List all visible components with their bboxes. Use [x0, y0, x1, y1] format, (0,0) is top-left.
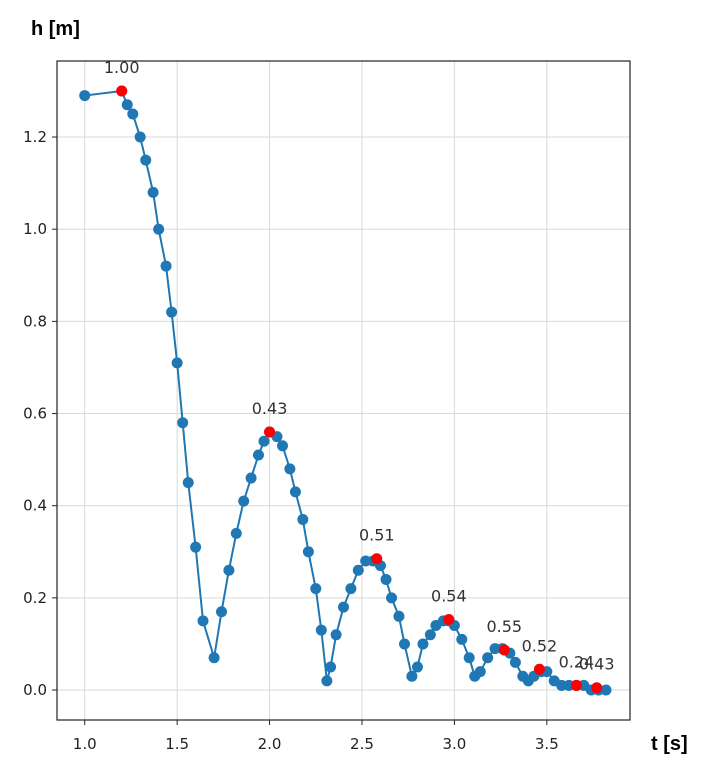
data-point [393, 610, 405, 622]
data-point [474, 666, 486, 678]
peak-marker [116, 85, 128, 97]
data-point [182, 477, 194, 489]
peak-label: 0.51 [359, 526, 395, 545]
data-point [386, 592, 398, 604]
data-point [177, 417, 189, 429]
data-point [147, 186, 159, 198]
y-tick-label: 0.6 [23, 405, 47, 423]
peak-label: 0.52 [522, 636, 558, 655]
x-tick-label: 2.5 [350, 735, 374, 753]
data-point [345, 583, 357, 595]
data-point [297, 514, 309, 526]
data-point [310, 583, 322, 595]
peak-marker [591, 682, 603, 694]
data-point [482, 652, 494, 664]
peak-label: 0.43 [579, 655, 615, 674]
x-axis-label: t [s] [651, 733, 688, 755]
x-tick-label: 3.5 [535, 735, 559, 753]
data-point [417, 638, 429, 650]
data-point [352, 564, 364, 576]
data-point [166, 306, 178, 318]
data-point [140, 154, 152, 166]
data-point [238, 495, 250, 507]
data-point [277, 440, 289, 452]
data-point [208, 652, 220, 664]
data-point [315, 624, 327, 636]
data-point [424, 629, 436, 641]
peak-marker [498, 644, 510, 656]
data-point [406, 670, 418, 682]
peak-label: 0.54 [431, 587, 467, 606]
series-layer [79, 85, 612, 696]
y-tick-label: 1.2 [23, 128, 47, 146]
peak-label: 0.55 [486, 617, 522, 636]
data-point [398, 638, 410, 650]
data-point [284, 463, 296, 475]
peak-label: 1.00 [104, 58, 140, 77]
y-tick-label: 0.4 [23, 497, 47, 515]
data-point [289, 486, 301, 498]
data-point [411, 661, 423, 673]
data-point [79, 90, 91, 102]
y-tick-label: 0.0 [23, 681, 47, 699]
data-point [134, 131, 146, 143]
data-point [330, 629, 342, 641]
peak-marker [371, 553, 383, 565]
x-tick-label: 1.5 [165, 735, 189, 753]
tick-layer: 1.0 1.5 2.0 2.5 3.0 3.5 0.0 0.2 0.4 0.6 0.8 1.0 1.2 [23, 128, 559, 753]
data-point [190, 541, 202, 553]
data-point [223, 564, 235, 576]
peak-marker [443, 614, 455, 626]
data-point [230, 527, 242, 539]
data-point [197, 615, 209, 627]
series-line [84, 89, 606, 692]
data-point [321, 675, 333, 687]
data-point [325, 661, 337, 673]
x-tick-label: 3.0 [442, 735, 466, 753]
peak-marker [264, 426, 276, 438]
data-point [252, 449, 264, 461]
plot-frame [56, 60, 631, 721]
data-point [160, 260, 172, 272]
data-point [153, 223, 165, 235]
data-point [216, 606, 228, 618]
data-point [380, 573, 392, 585]
data-point [338, 601, 349, 613]
peak-label: 0.24 [559, 652, 595, 671]
data-point [456, 633, 468, 645]
y-axis-label: h [m] [31, 18, 80, 40]
peaks-layer: 1.000.430.510.540.550.520.240.43 [104, 58, 615, 694]
y-tick-label: 0.2 [23, 589, 47, 607]
data-point [127, 108, 139, 120]
data-point [121, 99, 133, 111]
y-tick-label: 0.8 [23, 312, 47, 330]
peak-label: 0.43 [252, 399, 288, 418]
data-point [463, 652, 475, 664]
y-tick-label: 1.0 [23, 220, 47, 238]
data-point [245, 472, 257, 484]
data-point [258, 435, 270, 447]
x-tick-label: 2.0 [258, 735, 282, 753]
peak-marker [533, 663, 545, 675]
data-point [509, 656, 521, 668]
data-point [600, 684, 612, 696]
peak-marker [570, 679, 582, 691]
grid [57, 61, 630, 720]
x-tick-label: 1.0 [73, 735, 97, 753]
data-point [302, 546, 314, 558]
data-point [171, 357, 183, 369]
